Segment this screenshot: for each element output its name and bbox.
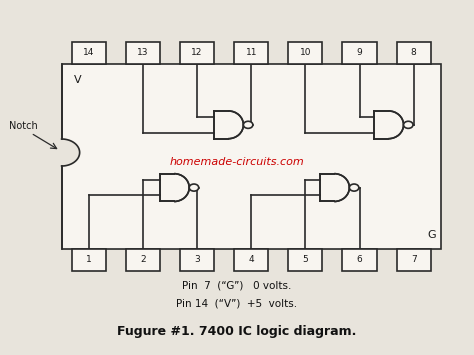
- Text: 6: 6: [357, 255, 363, 264]
- Bar: [180, 248, 214, 271]
- Text: G: G: [428, 230, 436, 240]
- Text: V: V: [73, 75, 81, 84]
- Polygon shape: [320, 174, 349, 202]
- Bar: [288, 248, 322, 271]
- Text: homemade-circuits.com: homemade-circuits.com: [170, 157, 304, 166]
- Polygon shape: [374, 111, 403, 139]
- Text: Fugure #1. 7400 IC logic diagram.: Fugure #1. 7400 IC logic diagram.: [117, 326, 357, 338]
- Bar: [234, 42, 268, 64]
- Text: 8: 8: [411, 48, 417, 58]
- Text: 13: 13: [137, 48, 149, 58]
- Text: 2: 2: [140, 255, 146, 264]
- Text: Pin 14  (“V”)  +5  volts.: Pin 14 (“V”) +5 volts.: [176, 299, 298, 308]
- Text: Notch: Notch: [9, 121, 38, 131]
- Bar: [343, 42, 377, 64]
- Text: 4: 4: [248, 255, 254, 264]
- Polygon shape: [62, 139, 80, 166]
- Text: 1: 1: [86, 255, 91, 264]
- Circle shape: [403, 121, 413, 129]
- Text: 5: 5: [302, 255, 308, 264]
- Bar: [234, 248, 268, 271]
- Text: 14: 14: [83, 48, 94, 58]
- Circle shape: [189, 184, 199, 191]
- Text: 10: 10: [300, 48, 311, 58]
- Bar: [397, 248, 431, 271]
- Bar: [62, 64, 441, 248]
- Bar: [288, 42, 322, 64]
- Circle shape: [349, 184, 359, 191]
- Bar: [72, 248, 106, 271]
- Text: 9: 9: [357, 48, 363, 58]
- Bar: [126, 42, 160, 64]
- Circle shape: [243, 121, 253, 129]
- Text: 12: 12: [191, 48, 203, 58]
- Text: 3: 3: [194, 255, 200, 264]
- Bar: [72, 42, 106, 64]
- Polygon shape: [160, 174, 189, 202]
- Text: 7: 7: [411, 255, 417, 264]
- Polygon shape: [214, 111, 243, 139]
- Text: Pin  7  (“G”)   0 volts.: Pin 7 (“G”) 0 volts.: [182, 281, 292, 291]
- Bar: [397, 42, 431, 64]
- Bar: [126, 248, 160, 271]
- Text: 11: 11: [246, 48, 257, 58]
- Bar: [343, 248, 377, 271]
- Bar: [180, 42, 214, 64]
